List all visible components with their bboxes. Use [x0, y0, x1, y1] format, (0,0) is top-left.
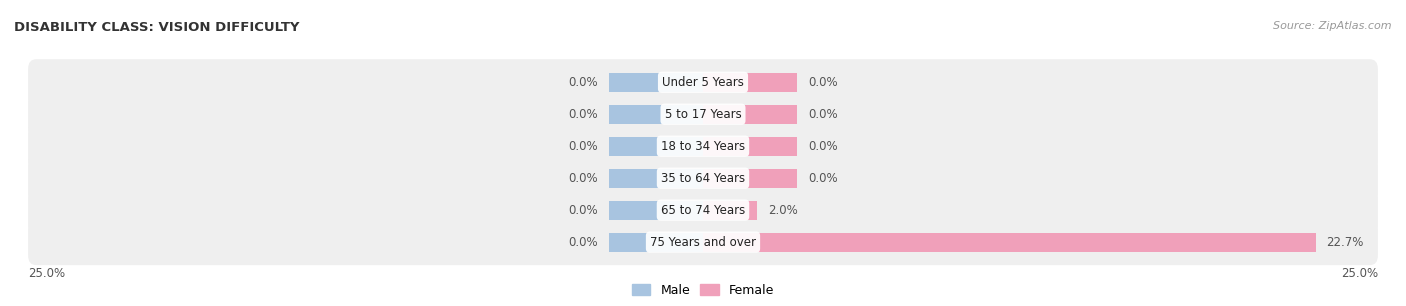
Text: 25.0%: 25.0%: [28, 267, 65, 280]
Bar: [703, 105, 797, 124]
FancyBboxPatch shape: [28, 219, 1378, 265]
Bar: [703, 73, 797, 92]
Bar: [609, 169, 703, 188]
Text: 0.0%: 0.0%: [568, 108, 598, 121]
Bar: [703, 233, 1316, 252]
FancyBboxPatch shape: [28, 91, 1378, 137]
FancyBboxPatch shape: [28, 59, 1378, 105]
Bar: [609, 73, 703, 92]
Text: 22.7%: 22.7%: [1327, 236, 1364, 248]
FancyBboxPatch shape: [28, 187, 1378, 233]
Text: 5 to 17 Years: 5 to 17 Years: [665, 108, 741, 121]
Text: 0.0%: 0.0%: [808, 76, 838, 89]
FancyBboxPatch shape: [28, 123, 1378, 169]
Text: DISABILITY CLASS: VISION DIFFICULTY: DISABILITY CLASS: VISION DIFFICULTY: [14, 21, 299, 34]
Text: 0.0%: 0.0%: [568, 203, 598, 217]
Text: 0.0%: 0.0%: [808, 108, 838, 121]
Bar: [703, 200, 756, 220]
Bar: [609, 200, 703, 220]
Text: 0.0%: 0.0%: [808, 172, 838, 185]
Text: Source: ZipAtlas.com: Source: ZipAtlas.com: [1274, 21, 1392, 32]
Text: 35 to 64 Years: 35 to 64 Years: [661, 172, 745, 185]
Text: Under 5 Years: Under 5 Years: [662, 76, 744, 89]
Text: 0.0%: 0.0%: [808, 140, 838, 153]
Text: 0.0%: 0.0%: [568, 172, 598, 185]
Text: 75 Years and over: 75 Years and over: [650, 236, 756, 248]
Bar: [609, 105, 703, 124]
Legend: Male, Female: Male, Female: [627, 278, 779, 302]
Bar: [703, 169, 797, 188]
FancyBboxPatch shape: [28, 155, 1378, 201]
Text: 0.0%: 0.0%: [568, 76, 598, 89]
Text: 18 to 34 Years: 18 to 34 Years: [661, 140, 745, 153]
Bar: [609, 233, 703, 252]
Text: 0.0%: 0.0%: [568, 140, 598, 153]
Text: 2.0%: 2.0%: [768, 203, 797, 217]
Text: 25.0%: 25.0%: [1341, 267, 1378, 280]
Text: 65 to 74 Years: 65 to 74 Years: [661, 203, 745, 217]
Text: 0.0%: 0.0%: [568, 236, 598, 248]
Bar: [703, 136, 797, 156]
Bar: [609, 136, 703, 156]
